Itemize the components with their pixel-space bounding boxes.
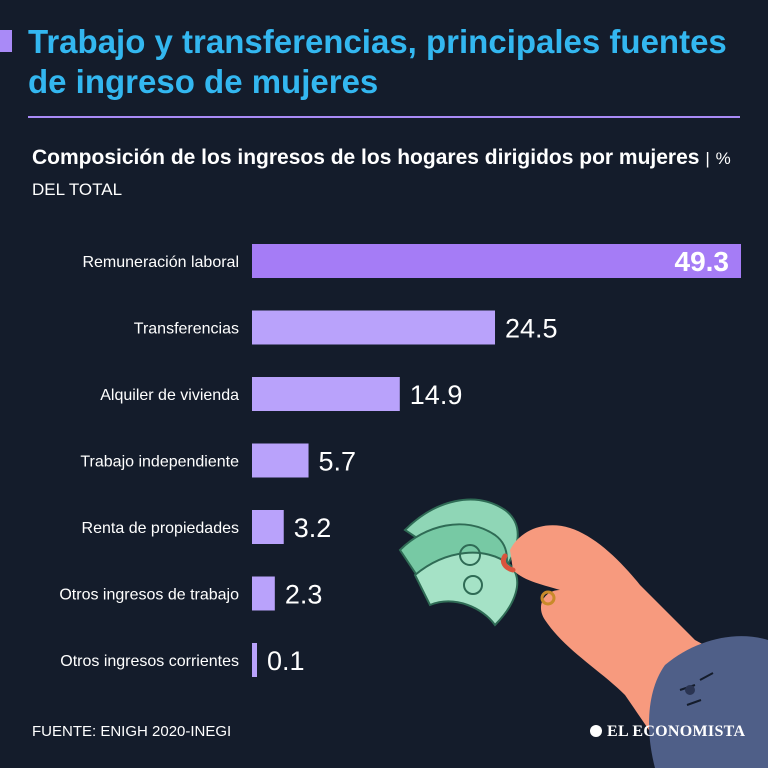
title-accent-bar: [0, 30, 12, 52]
subtitle-sep: |: [705, 149, 710, 168]
page-title: Trabajo y transferencias, principales fu…: [28, 23, 727, 100]
category-label-0: Remuneración laboral: [82, 254, 239, 271]
chart-subtitle: Composición de los ingresos de los hogar…: [32, 143, 752, 205]
value-label-6: 0.1: [267, 646, 305, 676]
value-label-1: 24.5: [505, 314, 558, 344]
title-divider: [28, 116, 740, 118]
source-note: FUENTE: ENIGH 2020-INEGI: [32, 723, 232, 740]
banknotes-icon: [398, 498, 519, 627]
bar-5: [252, 576, 275, 611]
bar-6: [252, 643, 257, 677]
logo-mark-icon: [590, 725, 602, 737]
category-label-5: Otros ingresos de trabajo: [59, 587, 239, 604]
category-label-6: Otros ingresos corrientes: [60, 653, 239, 670]
value-label-5: 2.3: [285, 580, 323, 610]
publisher-logo: EL ECONOMISTA: [590, 723, 745, 741]
value-label-2: 14.9: [410, 380, 463, 410]
sleeve-icon: [649, 636, 768, 768]
bar-2: [252, 377, 400, 411]
bar-4: [252, 510, 284, 544]
bar-3: [252, 443, 309, 478]
category-label-2: Alquiler de vivienda: [100, 387, 239, 404]
bar-1: [252, 310, 496, 345]
value-label-4: 3.2: [294, 513, 332, 543]
hand-holding-money-icon: [398, 498, 768, 768]
category-label-3: Trabajo independiente: [80, 454, 239, 471]
subtitle-unit: % DEL TOTAL: [32, 149, 731, 199]
subtitle-main: Composición de los ingresos de los hogar…: [32, 146, 700, 169]
category-label-4: Renta de propiedades: [82, 520, 239, 537]
bar-0: [252, 244, 741, 278]
category-label-1: Transferencias: [134, 321, 239, 338]
value-label-3: 5.7: [319, 447, 357, 477]
bar-chart: Remuneración laboral 49.3 Transferencias 24…: [59, 244, 741, 677]
logo-text: EL ECONOMISTA: [607, 723, 746, 740]
value-label-0: 49.3: [675, 246, 730, 277]
